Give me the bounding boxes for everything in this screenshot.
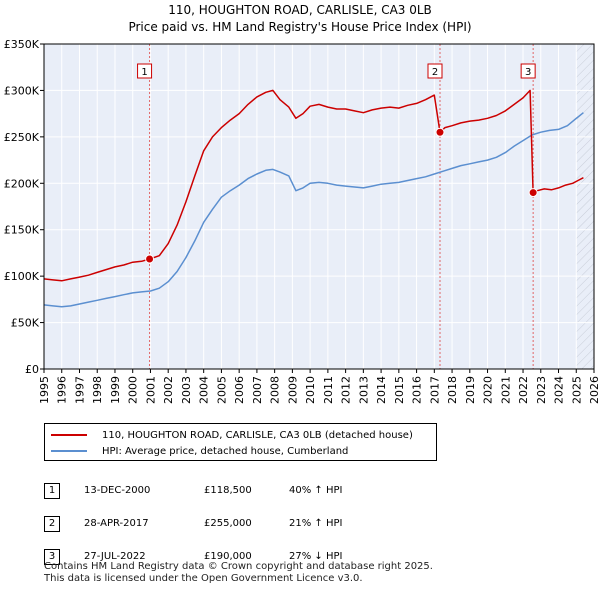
sale-label: 2 <box>432 67 438 78</box>
sale-label-box <box>520 63 536 79</box>
hpi-line <box>43 112 584 308</box>
x-tick-label: 2004 <box>198 376 211 404</box>
sale-label-box <box>427 63 443 79</box>
legend: 110, HOUGHTON ROAD, CARLISLE, CA3 0LB (d… <box>44 423 437 461</box>
y-tick-label: £50K <box>11 317 40 330</box>
x-tick-label: 2014 <box>375 376 388 404</box>
x-tick-label: 2025 <box>570 376 583 404</box>
plot-border <box>43 43 595 370</box>
x-tick-label: 1997 <box>73 376 86 404</box>
legend-item-property: 110, HOUGHTON ROAD, CARLISLE, CA3 0LB (d… <box>51 428 413 442</box>
sale-number: 3 <box>44 548 60 565</box>
table-row: 1 13-DEC-2000 £118,500 40% ↑ HPI <box>44 474 389 507</box>
sale-price: £255,000 <box>204 518 252 529</box>
x-tick-label: 2023 <box>535 376 548 404</box>
sale-price: £190,000 <box>204 551 252 562</box>
x-tick-label: 2000 <box>127 376 140 404</box>
x-tick-label: 2007 <box>251 376 264 404</box>
x-tick-label: 2011 <box>322 376 335 404</box>
sale-point <box>145 254 155 264</box>
x-tick-label: 2002 <box>162 376 175 404</box>
sale-number: 2 <box>44 515 60 532</box>
property-price-line <box>43 89 584 282</box>
legend-swatch-property <box>51 434 87 436</box>
footer-copyright: Contains HM Land Registry data © Crown c… <box>44 561 433 572</box>
x-tick-label: 2021 <box>499 376 512 404</box>
chart-title: 110, HOUGHTON ROAD, CARLISLE, CA3 0LB <box>168 3 432 17</box>
x-tick-label: 2013 <box>357 376 370 404</box>
sale-date: 27-JUL-2022 <box>84 551 146 562</box>
sale-date: 28-APR-2017 <box>84 518 149 529</box>
price-chart: 1 2 3 £0 £50K £100K £150K £200K £250K £300K £350K… <box>4 38 600 404</box>
sale-label: 3 <box>525 67 531 78</box>
sale-hpi: 27% ↓ HPI <box>289 551 343 562</box>
x-tick-label: 1996 <box>56 376 69 404</box>
x-tick-label: 2003 <box>180 376 193 404</box>
sales-table: 1 13-DEC-2000 £118,500 40% ↑ HPI 2 28-AP… <box>44 474 389 573</box>
x-tick-label: 2006 <box>233 376 246 404</box>
sale-number: 1 <box>44 482 60 499</box>
table-row: 2 28-APR-2017 £255,000 21% ↑ HPI <box>44 507 389 540</box>
forecast-region <box>576 44 594 369</box>
y-tick-label: £150K <box>4 224 40 237</box>
legend-swatch-hpi <box>51 450 87 452</box>
sale-price: £118,500 <box>204 485 252 496</box>
plot-area <box>44 44 594 369</box>
x-tick-label: 2010 <box>304 376 317 404</box>
chart-subtitle: Price paid vs. HM Land Registry's House … <box>128 20 472 34</box>
x-tick-label: 2001 <box>144 376 157 404</box>
sale-point <box>435 127 445 137</box>
x-tick-label: 2017 <box>428 376 441 404</box>
y-tick-label: £300K <box>4 84 40 97</box>
y-tick-label: £350K <box>4 38 40 51</box>
legend-label-property: 110, HOUGHTON ROAD, CARLISLE, CA3 0LB (d… <box>102 429 413 441</box>
x-tick-label: 2026 <box>588 376 600 404</box>
x-tick-label: 2024 <box>553 376 566 404</box>
legend-item-hpi: HPI: Average price, detached house, Cumb… <box>51 444 348 458</box>
x-tick-label: 1998 <box>91 376 104 404</box>
y-tick-label: £200K <box>4 177 40 190</box>
footer-licence: This data is licensed under the Open Gov… <box>44 573 363 584</box>
x-tick-label: 2018 <box>446 376 459 404</box>
sale-hpi: 40% ↑ HPI <box>289 485 343 496</box>
y-tick-label: £0 <box>25 363 39 376</box>
x-tick-label: 2020 <box>482 376 495 404</box>
x-tick-label: 2008 <box>269 376 282 404</box>
table-row: 3 27-JUL-2022 £190,000 27% ↓ HPI <box>44 540 389 573</box>
y-tick-label: £250K <box>4 131 40 144</box>
sale-point <box>528 188 538 198</box>
x-tick-label: 2005 <box>215 376 228 404</box>
x-tick-label: 2019 <box>464 376 477 404</box>
sale-label: 1 <box>141 67 147 78</box>
x-tick-label: 2015 <box>393 376 406 404</box>
x-tick-label: 2016 <box>411 376 424 404</box>
x-tick-label: 2009 <box>286 376 299 404</box>
footer: Contains HM Land Registry data © Crown c… <box>44 561 433 585</box>
sale-label-box <box>137 63 153 79</box>
sale-hpi: 21% ↑ HPI <box>289 518 343 529</box>
x-tick-label: 2012 <box>340 376 353 404</box>
x-tick-label: 2022 <box>517 376 530 404</box>
x-tick-label: 1999 <box>109 376 122 404</box>
legend-label-hpi: HPI: Average price, detached house, Cumb… <box>102 445 349 457</box>
x-tick-label: 1995 <box>38 376 51 404</box>
sale-date: 13-DEC-2000 <box>84 485 151 496</box>
y-tick-label: £100K <box>4 270 40 283</box>
